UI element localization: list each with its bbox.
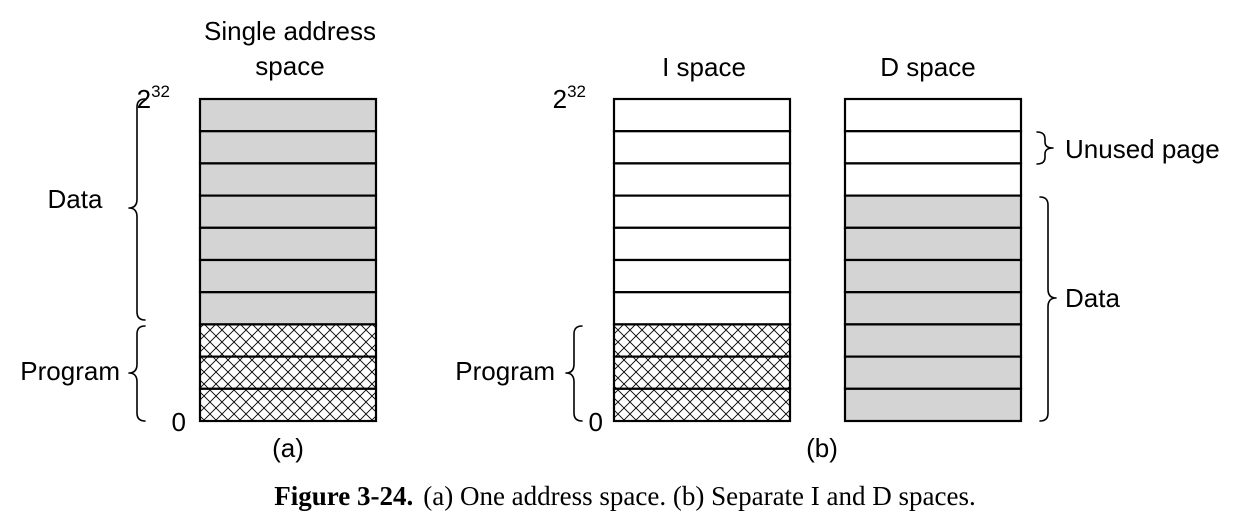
- panel-a-data-brace: [128, 98, 146, 321]
- d-space-data-page: [843, 323, 1023, 358]
- i-space-program-label: Program: [455, 356, 555, 386]
- panel-a-caption: (a): [272, 433, 304, 463]
- d-space-data-page: [843, 355, 1023, 390]
- panel-a-program-page: [198, 387, 378, 423]
- panel-a-top-address-label: 232: [137, 82, 170, 114]
- i-space-program-page: [612, 387, 792, 423]
- single-address-space-stack: [198, 97, 378, 423]
- d-space-unused-page: [843, 130, 1023, 165]
- panel-a-program-page: [198, 355, 378, 390]
- panel-a-data-page: [198, 226, 378, 262]
- i-space-title: I space: [662, 52, 746, 82]
- unused-page-label: Unused page: [1065, 134, 1220, 164]
- panel-a-data-page: [198, 291, 378, 326]
- d-space-data-page: [843, 194, 1023, 229]
- i-space-unused-page: [612, 162, 792, 197]
- d-space-data-brace: [1039, 196, 1057, 422]
- d-space-data-page: [843, 258, 1023, 294]
- unused-page-brace: [1036, 131, 1054, 165]
- i-space-program-brace: [565, 325, 583, 422]
- d-space-title: D space: [880, 52, 975, 82]
- i-space-unused-page: [612, 194, 792, 229]
- d-space-unused-page: [843, 97, 1023, 133]
- panel-a-title-line2: space: [255, 51, 324, 81]
- i-space-bottom-address-label: 0: [589, 407, 603, 437]
- i-space-top-address-exponent: 32: [567, 82, 586, 101]
- panel-a-title-line1: Single address: [204, 16, 376, 46]
- i-space-unused-page: [612, 291, 792, 326]
- figure-caption-label: Figure 3-24.: [274, 481, 413, 511]
- panel-a: Single address space 232 0 Data Program …: [20, 16, 378, 463]
- i-space-stack: [612, 97, 792, 423]
- panel-a-program-page: [198, 323, 378, 358]
- d-space-stack: [843, 97, 1023, 423]
- d-space-data-label: Data: [1065, 283, 1120, 313]
- figure-caption-text: (a) One address space. (b) Separate I an…: [423, 481, 976, 511]
- i-space-program-page: [612, 323, 792, 358]
- i-space-top-address-base: 2: [553, 84, 567, 114]
- panel-b-caption: (b): [806, 433, 838, 463]
- panel-a-data-page: [198, 194, 378, 229]
- figure-caption: Figure 3-24. (a) One address space. (b) S…: [274, 481, 975, 511]
- d-space-data-page: [843, 226, 1023, 262]
- i-space-unused-page: [612, 97, 792, 133]
- panel-a-data-page: [198, 258, 378, 294]
- panel-a-program-brace: [128, 325, 146, 422]
- d-space-data-page: [843, 291, 1023, 326]
- panel-b: I space 232 0 Program D space Unused pag…: [455, 52, 1219, 463]
- panel-a-data-page: [198, 130, 378, 165]
- d-space-unused-page: [843, 162, 1023, 197]
- panel-a-data-label: Data: [48, 184, 103, 214]
- panel-a-program-label: Program: [20, 356, 120, 386]
- i-space-unused-page: [612, 130, 792, 165]
- i-space-unused-page: [612, 226, 792, 262]
- i-space-unused-page: [612, 258, 792, 294]
- panel-a-data-page: [198, 97, 378, 133]
- i-space-program-page: [612, 355, 792, 390]
- panel-a-top-address-exponent: 32: [151, 82, 170, 101]
- d-space-data-page: [843, 387, 1023, 423]
- panel-a-bottom-address-label: 0: [172, 407, 186, 437]
- panel-a-data-page: [198, 162, 378, 197]
- i-space-top-address-label: 232: [553, 82, 586, 114]
